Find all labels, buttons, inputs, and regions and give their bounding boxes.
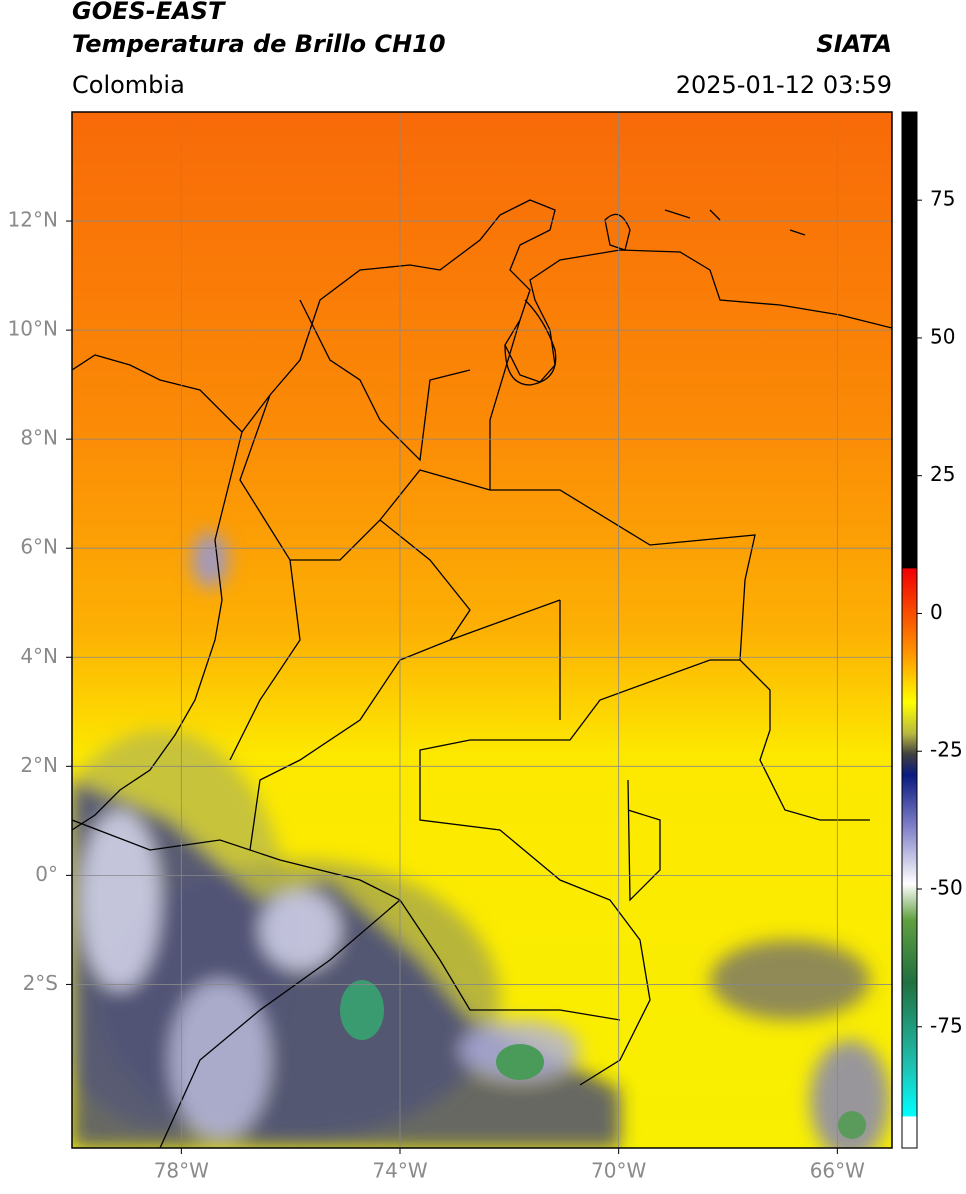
colorbar-tick-label: -50 <box>930 876 963 900</box>
colorbar <box>901 111 918 1149</box>
map-frame <box>71 111 893 1149</box>
colorbar-tick-label: -75 <box>930 1013 963 1037</box>
cold-cloud <box>496 1044 544 1080</box>
datetime: 2025-01-12 03:59 <box>676 71 892 99</box>
grid <box>72 112 892 1148</box>
colorbar-tick-label: -25 <box>930 738 963 762</box>
cold-cloud <box>340 980 384 1040</box>
map-image <box>72 112 892 1148</box>
y-tick-label: 0° <box>35 862 58 886</box>
x-tick-label: 70°W <box>591 1159 646 1183</box>
y-tick-label: 12°N <box>8 208 58 232</box>
y-tick-label: 8°N <box>20 426 58 450</box>
x-tick-label: 66°W <box>810 1159 865 1183</box>
y-tick-label: 10°N <box>8 317 58 341</box>
y-tick-label: 6°N <box>20 535 58 559</box>
source: SIATA <box>816 30 892 58</box>
borders <box>72 199 892 1148</box>
cold-cloud <box>838 1111 866 1139</box>
y-tick-label: 2°N <box>20 753 58 777</box>
x-tick-label: 74°W <box>372 1159 427 1183</box>
colorbar-tick-label: 0 <box>930 600 943 624</box>
colorbar-tick-label: 75 <box>930 187 955 211</box>
y-tick-label: 2°S <box>23 971 58 995</box>
title: GOES-EAST <box>72 0 226 25</box>
colorbar-tick-label: 25 <box>930 462 955 486</box>
region: Colombia <box>72 71 185 99</box>
y-tick-label: 4°N <box>20 644 58 668</box>
subtitle: Temperatura de Brillo CH10 <box>72 30 446 58</box>
colorbar-tick-label: 50 <box>930 324 955 348</box>
x-tick-label: 78°W <box>154 1159 209 1183</box>
